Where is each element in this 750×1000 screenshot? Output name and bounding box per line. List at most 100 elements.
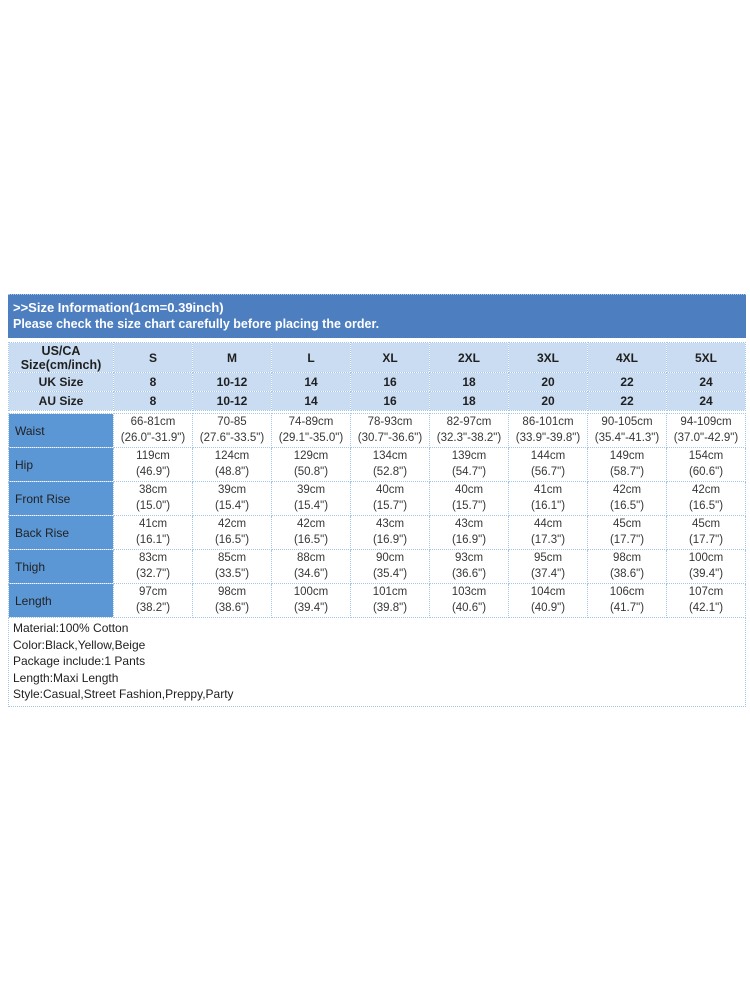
table-row: UK Size 8 10-12 14 16 18 20 22 24 (8, 372, 746, 392)
value-inch: (34.6") (293, 567, 329, 580)
value-inch: (16.9") (451, 533, 487, 546)
detail-line: Material:100% Cotton (13, 621, 129, 635)
measurement-value: 149cm (58.7") (587, 447, 667, 482)
value-cm: 43cm (454, 518, 484, 530)
value-cm: 82-97cm (446, 416, 492, 428)
region-size-value: 22 (587, 372, 667, 392)
region-size-value: 8 (113, 372, 193, 392)
value-inch: (54.7") (451, 465, 487, 478)
measurement-value: 39cm (15.4") (192, 481, 272, 516)
size-column-header: XL (350, 342, 430, 373)
value-inch: (15.0") (135, 499, 171, 512)
value-cm: 90-105cm (601, 416, 653, 428)
table-row: Front Rise 38cm (15.0") 39cm (15.4") 39cm (15.… (8, 481, 746, 516)
measurement-value: 98cm (38.6") (587, 549, 667, 584)
measurement-label: Thigh (8, 549, 114, 584)
value-inch: (41.7") (609, 601, 645, 614)
value-cm: 74-89cm (288, 416, 334, 428)
value-inch: (17.7") (688, 533, 724, 546)
value-inch: (26.0"-31.9") (120, 431, 186, 444)
value-inch: (16.1") (530, 499, 566, 512)
region-size-value: 20 (508, 391, 588, 411)
region-size-value: 16 (350, 372, 430, 392)
size-header-table: US/CA Size(cm/inch) S M L XL 2XL 3XL 4XL 5XL UK Si… (8, 342, 746, 411)
measurements-table: Waist 66-81cm (26.0"-31.9") 70-85 (27.6"-33.… (8, 413, 746, 618)
value-inch: (15.7") (451, 499, 487, 512)
value-inch: (37.0"-42.9") (673, 431, 739, 444)
value-cm: 42cm (612, 484, 642, 496)
detail-line: Style:Casual,Street Fashion,Preppy,Party (13, 687, 234, 701)
value-cm: 97cm (138, 586, 168, 598)
size-column-header: S (113, 342, 193, 373)
measurement-value: 42cm (16.5") (587, 481, 667, 516)
measurement-value: 42cm (16.5") (192, 515, 272, 550)
value-inch: (39.4") (293, 601, 329, 614)
value-cm: 124cm (214, 450, 250, 462)
measurement-label: Back Rise (8, 515, 114, 550)
region-size-value: 16 (350, 391, 430, 411)
value-inch: (58.7") (609, 465, 645, 478)
value-cm: 83cm (138, 552, 168, 564)
product-details: Material:100% Cotton Color:Black,Yellow,B… (8, 618, 746, 707)
table-row: Hip 119cm (46.9") 124cm (48.8") 129cm (50.8") 1… (8, 447, 746, 482)
value-cm: 41cm (138, 518, 168, 530)
measurement-value: 139cm (54.7") (429, 447, 509, 482)
measurement-value: 144cm (56.7") (508, 447, 588, 482)
value-cm: 98cm (612, 552, 642, 564)
value-cm: 144cm (530, 450, 566, 462)
banner: >>Size Information(1cm=0.39inch) Please … (8, 294, 746, 338)
measurement-value: 41cm (16.1") (113, 515, 193, 550)
value-inch: (38.2") (135, 601, 171, 614)
value-cm: 42cm (296, 518, 326, 530)
measurement-value: 43cm (16.9") (350, 515, 430, 550)
value-cm: 149cm (609, 450, 645, 462)
measurement-value: 40cm (15.7") (429, 481, 509, 516)
measurement-value: 74-89cm (29.1"-35.0") (271, 413, 351, 448)
measurement-value: 94-109cm (37.0"-42.9") (666, 413, 746, 448)
value-cm: 134cm (372, 450, 408, 462)
measurement-value: 42cm (16.5") (271, 515, 351, 550)
region-size-value: 20 (508, 372, 588, 392)
value-cm: 100cm (293, 586, 329, 598)
value-cm: 85cm (217, 552, 247, 564)
value-cm: 45cm (691, 518, 721, 530)
value-cm: 45cm (612, 518, 642, 530)
value-cm: 139cm (451, 450, 487, 462)
value-cm: 95cm (533, 552, 563, 564)
region-size-value: 18 (429, 391, 509, 411)
value-inch: (36.6") (451, 567, 487, 580)
value-inch: (40.9") (530, 601, 566, 614)
value-inch: (35.4"-41.3") (594, 431, 660, 444)
value-cm: 43cm (375, 518, 405, 530)
value-inch: (15.4") (293, 499, 329, 512)
value-inch: (33.9"-39.8") (515, 431, 581, 444)
value-cm: 40cm (454, 484, 484, 496)
region-size-value: 8 (113, 391, 193, 411)
region-size-value: 18 (429, 372, 509, 392)
region-size-label: AU Size (8, 391, 114, 411)
value-inch: (40.6") (451, 601, 487, 614)
value-inch: (38.6") (214, 601, 250, 614)
value-inch: (17.7") (609, 533, 645, 546)
measurement-value: 90cm (35.4") (350, 549, 430, 584)
detail-line: Color:Black,Yellow,Beige (13, 637, 146, 652)
value-cm: 100cm (688, 552, 724, 564)
measurement-value: 70-85 (27.6"-33.5") (192, 413, 272, 448)
value-inch: (16.5") (609, 499, 645, 512)
region-size-value: 24 (666, 391, 746, 411)
measurement-value: 78-93cm (30.7"-36.6") (350, 413, 430, 448)
value-inch: (29.1"-35.0") (278, 431, 344, 444)
measurement-value: 43cm (16.9") (429, 515, 509, 550)
measurement-value: 45cm (17.7") (666, 515, 746, 550)
region-size-label: UK Size (8, 372, 114, 392)
value-inch: (17.3") (530, 533, 566, 546)
measurement-label: Length (8, 583, 114, 618)
table-row: AU Size 8 10-12 14 16 18 20 22 24 (8, 391, 746, 411)
value-inch: (30.7"-36.6") (357, 431, 423, 444)
measurement-value: 82-97cm (32.3"-38.2") (429, 413, 509, 448)
value-cm: 104cm (530, 586, 566, 598)
value-cm: 98cm (217, 586, 247, 598)
value-inch: (35.4") (372, 567, 408, 580)
measurement-value: 85cm (33.5") (192, 549, 272, 584)
value-cm: 42cm (691, 484, 721, 496)
